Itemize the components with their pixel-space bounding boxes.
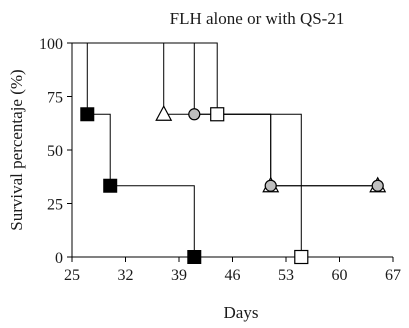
x-tick-label: 25	[64, 267, 80, 284]
y-tick-label: 25	[47, 197, 63, 214]
y-tick-label: 50	[47, 143, 63, 160]
series-3-marker	[371, 179, 384, 192]
series-2-marker	[155, 104, 173, 121]
x-tick-label: 53	[278, 267, 294, 284]
series-1-marker	[103, 178, 118, 193]
series-4-marker	[210, 107, 225, 122]
series-3-marker	[188, 108, 201, 121]
series-1-line	[72, 42, 195, 257]
x-tick-label: 67	[385, 267, 401, 284]
x-tick-label: 39	[171, 267, 187, 284]
y-axis-label: Survival percentaje (%)	[7, 69, 26, 230]
x-tick-label: 60	[332, 267, 348, 284]
x-tick-label: 46	[225, 267, 241, 284]
y-tick-label: 0	[55, 250, 63, 267]
chart-title: FLH alone or with QS-21	[170, 9, 345, 28]
series-1-marker	[187, 250, 202, 264]
x-axis-label: Days	[224, 303, 259, 322]
series-3-marker	[264, 179, 277, 192]
series-markers	[80, 104, 387, 265]
x-tick-label: 32	[118, 267, 134, 284]
series-4-marker	[294, 249, 309, 265]
series-lines	[72, 42, 378, 257]
series-4-line	[72, 42, 302, 257]
y-tick-label: 75	[47, 90, 63, 107]
y-tick-label: 100	[39, 36, 63, 53]
series-1-marker	[80, 107, 95, 122]
